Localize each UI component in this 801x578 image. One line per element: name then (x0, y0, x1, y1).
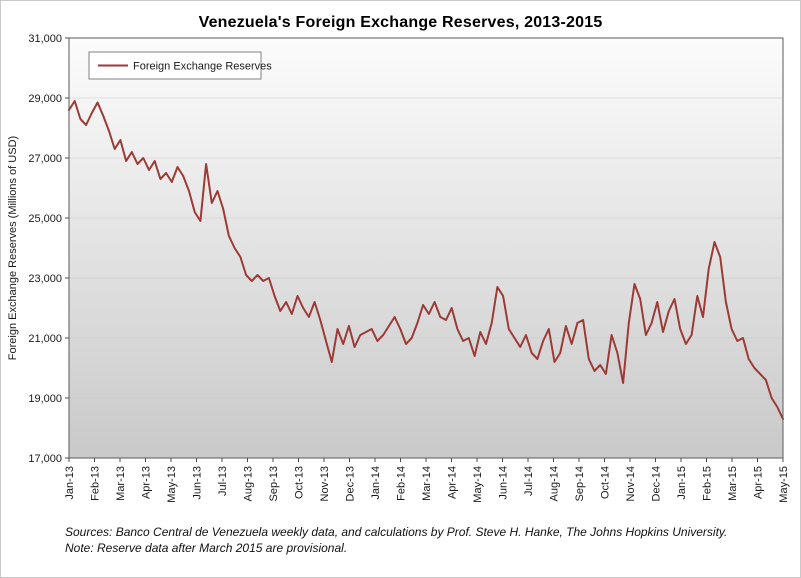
svg-text:Jul-14: Jul-14 (523, 466, 535, 496)
svg-text:Oct-13: Oct-13 (294, 466, 306, 499)
svg-text:Jan-15: Jan-15 (676, 466, 688, 500)
svg-text:Jul-13: Jul-13 (217, 466, 229, 496)
svg-text:Aug-13: Aug-13 (243, 466, 255, 501)
svg-text:27,000: 27,000 (28, 153, 62, 165)
svg-text:May-15: May-15 (778, 466, 790, 503)
svg-text:Mar-14: Mar-14 (421, 466, 433, 501)
axes-ticks-labels: 17,000 19,000 21,000 23,000 25,000 27,000 29,0… (28, 33, 790, 503)
svg-text:31,000: 31,000 (28, 33, 62, 45)
svg-text:Nov-14: Nov-14 (625, 466, 637, 501)
svg-text:17,000: 17,000 (28, 453, 62, 465)
svg-text:21,000: 21,000 (28, 333, 62, 345)
svg-text:Sep-13: Sep-13 (268, 466, 280, 501)
svg-text:Dec-14: Dec-14 (651, 466, 663, 501)
svg-text:Nov-13: Nov-13 (319, 466, 331, 501)
plot-border (68, 37, 784, 459)
svg-text:Jan-14: Jan-14 (370, 466, 382, 500)
svg-text:Feb-15: Feb-15 (702, 466, 714, 501)
svg-text:Mar-13: Mar-13 (115, 466, 127, 501)
svg-text:Mar-15: Mar-15 (727, 466, 739, 501)
svg-text:Jun-13: Jun-13 (192, 466, 204, 500)
reserves-line-chart: 17,000 19,000 21,000 23,000 25,000 27,000 29,0… (7, 33, 790, 503)
svg-text:Apr-14: Apr-14 (447, 466, 459, 499)
y-axis-title: Foreign Exchange Reserves (Millions of U… (7, 136, 19, 360)
svg-text:Sep-14: Sep-14 (574, 466, 586, 501)
svg-text:Jun-14: Jun-14 (498, 466, 510, 500)
svg-text:Dec-13: Dec-13 (345, 466, 357, 501)
svg-text:Aug-14: Aug-14 (549, 466, 561, 501)
svg-text:29,000: 29,000 (28, 93, 62, 105)
svg-text:Oct-14: Oct-14 (600, 466, 612, 499)
svg-text:19,000: 19,000 (28, 393, 62, 405)
provisional-note: Note: Reserve data after March 2015 are … (65, 541, 348, 555)
footer: Sources: Banco Central de Venezuela week… (65, 524, 800, 556)
svg-text:Feb-13: Feb-13 (90, 466, 102, 501)
y-gridlines (69, 97, 783, 399)
svg-text:Jan-13: Jan-13 (64, 466, 76, 500)
legend-label: Foreign Exchange Reserves (133, 61, 272, 73)
svg-text:May-14: May-14 (472, 466, 484, 503)
legend: Foreign Exchange Reserves (88, 51, 272, 80)
svg-text:Apr-15: Apr-15 (753, 466, 765, 499)
svg-text:Feb-14: Feb-14 (396, 466, 408, 501)
plot-area (69, 38, 783, 458)
svg-text:25,000: 25,000 (28, 213, 62, 225)
svg-text:May-13: May-13 (166, 466, 178, 503)
series-line-foreign-exchange-reserves (68, 100, 784, 420)
source-note: Sources: Banco Central de Venezuela week… (65, 525, 728, 539)
svg-text:23,000: 23,000 (28, 273, 62, 285)
svg-text:Apr-13: Apr-13 (141, 466, 153, 499)
chart-title: Venezuela's Foreign Exchange Reserves, 2… (198, 14, 603, 31)
